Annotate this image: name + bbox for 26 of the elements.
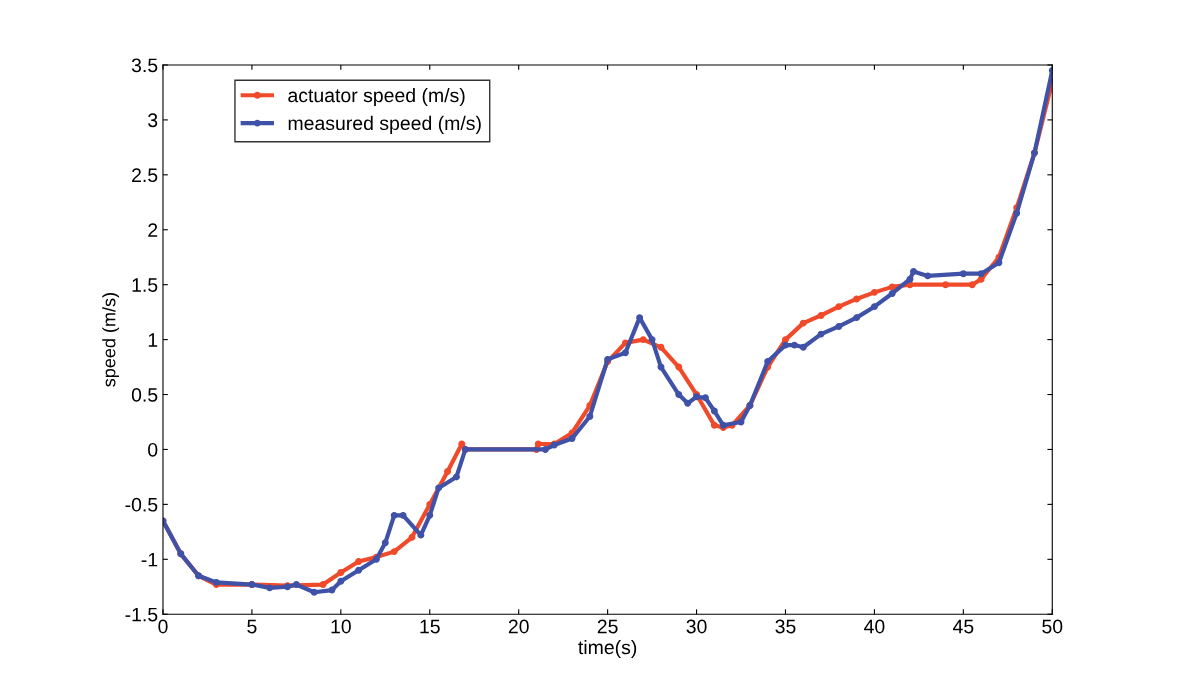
y-tick-label: -0.5 xyxy=(125,497,158,512)
y-tick-label: -1.5 xyxy=(125,607,158,622)
x-tick-label: 0 xyxy=(158,619,168,634)
x-tick-label: 15 xyxy=(420,619,440,634)
x-tick-label: 30 xyxy=(686,619,707,634)
y-tick-label: 0 xyxy=(148,442,158,457)
y-tick-label: -1 xyxy=(141,552,158,567)
x-tick-label: 35 xyxy=(775,619,796,634)
legend-label: actuator speed (m/s) xyxy=(288,87,465,107)
x-axis-title: time(s) xyxy=(578,640,637,659)
legend-label: measured speed (m/s) xyxy=(288,115,481,134)
y-tick-label: 2.5 xyxy=(132,168,158,183)
x-tick-label: 50 xyxy=(1042,619,1063,634)
x-tick-label: 40 xyxy=(864,619,885,634)
y-tick-label: 3.5 xyxy=(131,58,158,73)
y-tick-label: 1 xyxy=(148,333,158,347)
x-tick-label: 10 xyxy=(331,619,351,634)
y-tick-label: 1.5 xyxy=(132,278,158,292)
x-tick-label: 25 xyxy=(597,619,618,634)
y-tick-label: 0.5 xyxy=(131,388,158,402)
y-tick-label: 2 xyxy=(148,223,158,237)
y-tick-label: 3 xyxy=(148,113,158,128)
x-tick-label: 20 xyxy=(508,619,529,634)
y-axis-title: speed (m/s) xyxy=(102,293,120,387)
x-tick-label: 45 xyxy=(952,619,974,634)
x-tick-label: 5 xyxy=(247,619,257,634)
